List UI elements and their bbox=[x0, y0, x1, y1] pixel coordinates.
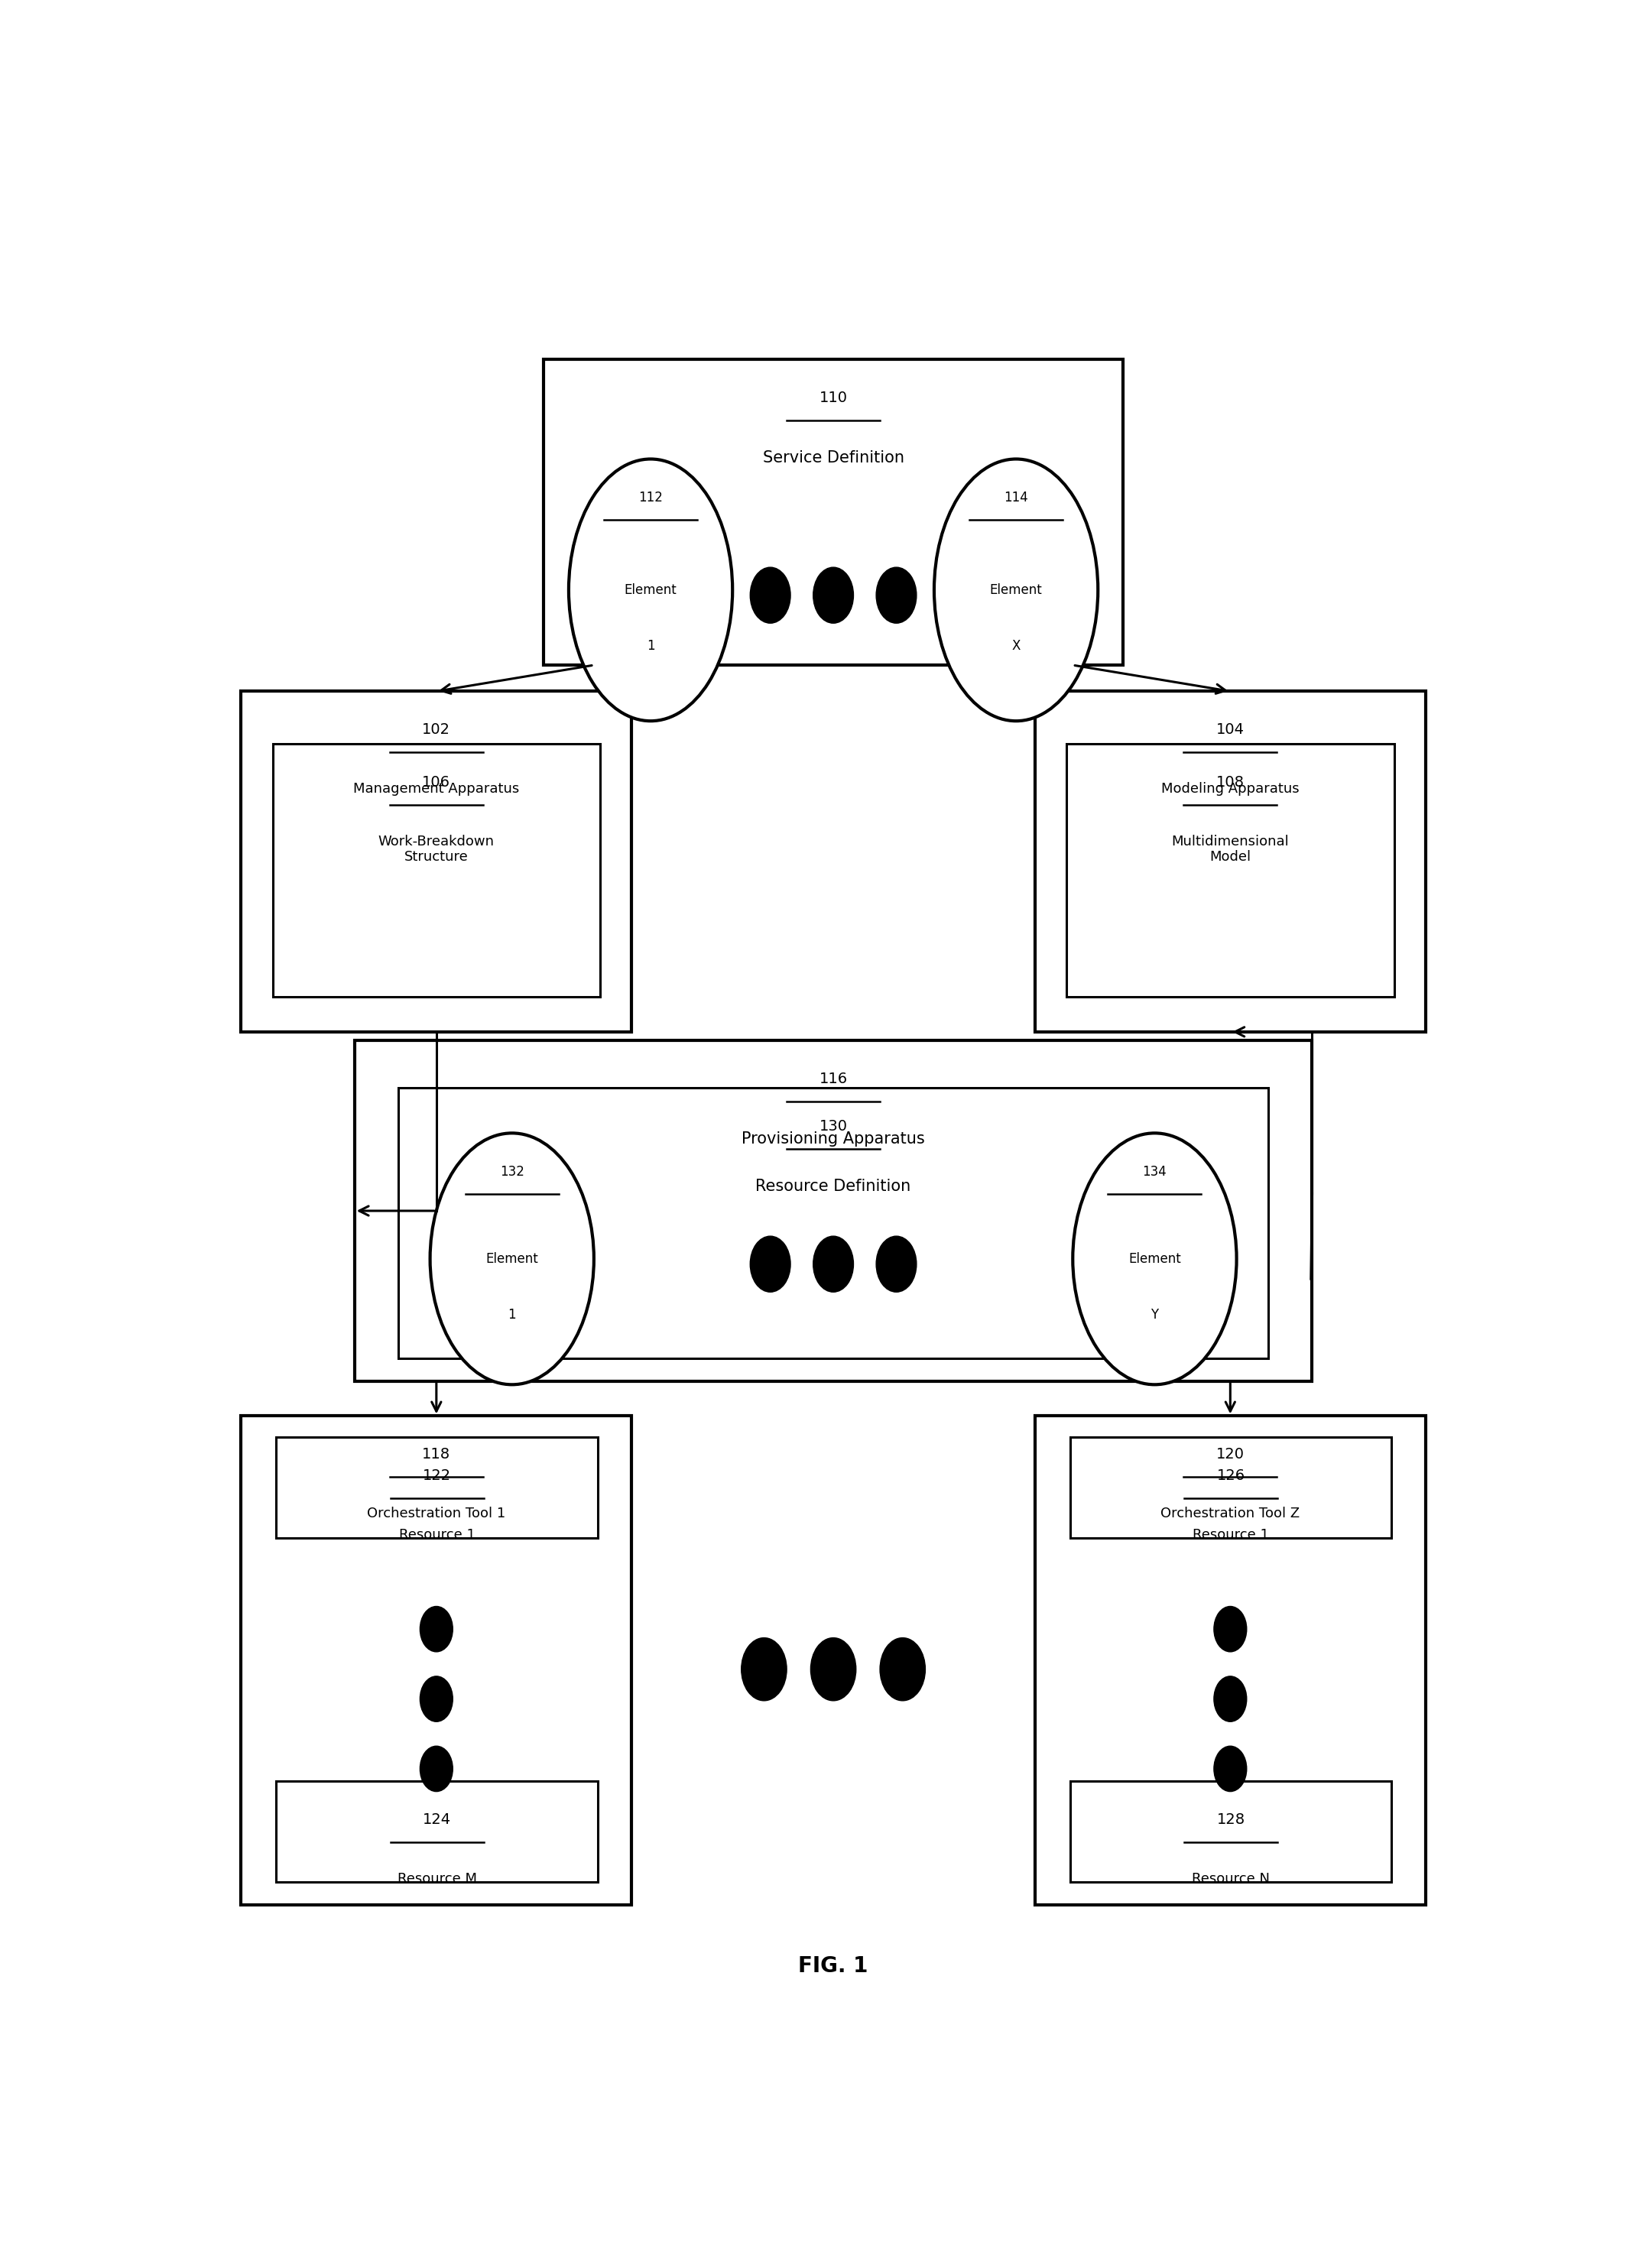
Text: 134: 134 bbox=[1143, 1166, 1167, 1179]
Bar bbox=[241, 1415, 631, 1905]
Ellipse shape bbox=[1073, 1134, 1236, 1383]
Text: 122: 122 bbox=[423, 1467, 450, 1483]
Text: 132: 132 bbox=[499, 1166, 524, 1179]
Text: 1: 1 bbox=[647, 640, 655, 653]
Circle shape bbox=[813, 1236, 854, 1293]
Circle shape bbox=[1215, 1676, 1247, 1721]
Circle shape bbox=[741, 1637, 787, 1701]
Text: Orchestration Tool Z: Orchestration Tool Z bbox=[1161, 1506, 1299, 1520]
Circle shape bbox=[750, 1236, 790, 1293]
Bar bbox=[1034, 692, 1426, 1032]
Circle shape bbox=[750, 567, 790, 624]
Text: Resource Definition: Resource Definition bbox=[756, 1179, 911, 1193]
Bar bbox=[273, 744, 600, 998]
Text: 124: 124 bbox=[423, 1812, 450, 1826]
Circle shape bbox=[420, 1676, 452, 1721]
Text: 102: 102 bbox=[423, 723, 450, 737]
Circle shape bbox=[813, 567, 854, 624]
Circle shape bbox=[811, 1637, 855, 1701]
Text: Resource 1: Resource 1 bbox=[398, 1529, 475, 1542]
Circle shape bbox=[420, 1746, 452, 1792]
Text: 108: 108 bbox=[1216, 776, 1244, 789]
Bar bbox=[398, 1089, 1268, 1359]
Text: Provisioning Apparatus: Provisioning Apparatus bbox=[741, 1132, 925, 1148]
Text: Element: Element bbox=[624, 583, 676, 596]
Text: Element: Element bbox=[1128, 1252, 1180, 1266]
Bar bbox=[276, 1438, 598, 1538]
Circle shape bbox=[876, 1236, 917, 1293]
Bar bbox=[1067, 744, 1393, 998]
Bar bbox=[1034, 1415, 1426, 1905]
Text: 112: 112 bbox=[639, 490, 663, 503]
Circle shape bbox=[876, 567, 917, 624]
Bar bbox=[241, 692, 631, 1032]
Text: 118: 118 bbox=[423, 1447, 450, 1461]
Text: 126: 126 bbox=[1216, 1467, 1246, 1483]
Bar bbox=[1070, 1438, 1392, 1538]
Ellipse shape bbox=[933, 458, 1098, 721]
Text: Y: Y bbox=[1151, 1309, 1159, 1322]
Text: 120: 120 bbox=[1216, 1447, 1244, 1461]
Text: 116: 116 bbox=[820, 1073, 847, 1086]
Text: Service Definition: Service Definition bbox=[763, 451, 904, 465]
Text: Resource M: Resource M bbox=[397, 1871, 476, 1885]
Text: 1: 1 bbox=[507, 1309, 515, 1322]
Bar bbox=[276, 1780, 598, 1882]
Bar bbox=[354, 1041, 1312, 1381]
Circle shape bbox=[1215, 1746, 1247, 1792]
Text: Element: Element bbox=[486, 1252, 538, 1266]
Text: 106: 106 bbox=[423, 776, 450, 789]
Text: 128: 128 bbox=[1216, 1812, 1246, 1826]
Text: Orchestration Tool 1: Orchestration Tool 1 bbox=[367, 1506, 506, 1520]
Text: Resource N: Resource N bbox=[1192, 1871, 1270, 1885]
Text: X: X bbox=[1011, 640, 1021, 653]
Circle shape bbox=[420, 1606, 452, 1651]
Circle shape bbox=[880, 1637, 925, 1701]
Text: 110: 110 bbox=[820, 390, 847, 406]
Text: Modeling Apparatus: Modeling Apparatus bbox=[1161, 782, 1299, 796]
Text: 104: 104 bbox=[1216, 723, 1244, 737]
Text: FIG. 1: FIG. 1 bbox=[798, 1955, 868, 1978]
Ellipse shape bbox=[569, 458, 732, 721]
Text: Multidimensional
Model: Multidimensional Model bbox=[1171, 835, 1289, 864]
Text: Work-Breakdown
Structure: Work-Breakdown Structure bbox=[379, 835, 494, 864]
Text: Management Apparatus: Management Apparatus bbox=[353, 782, 519, 796]
Ellipse shape bbox=[429, 1134, 593, 1383]
Bar bbox=[543, 358, 1124, 665]
Text: Element: Element bbox=[990, 583, 1042, 596]
Text: 114: 114 bbox=[1003, 490, 1028, 503]
Text: Resource 1: Resource 1 bbox=[1193, 1529, 1268, 1542]
Circle shape bbox=[1215, 1606, 1247, 1651]
Text: 130: 130 bbox=[820, 1118, 847, 1134]
Bar bbox=[1070, 1780, 1392, 1882]
